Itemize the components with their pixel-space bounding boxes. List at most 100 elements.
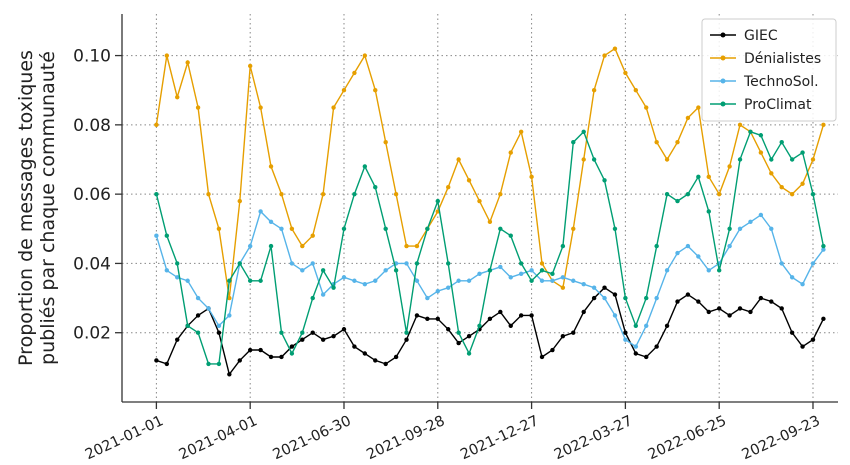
data-point [414, 243, 420, 249]
data-point [560, 333, 566, 339]
data-point [456, 278, 461, 283]
data-point [268, 164, 274, 169]
data-point [498, 226, 503, 231]
data-point [675, 139, 680, 145]
data-point [466, 178, 472, 183]
x-tick-label: 2021-09-28 [364, 413, 447, 463]
data-point [550, 347, 555, 353]
data-point [758, 212, 764, 218]
data-point [300, 337, 305, 342]
series-line [155, 130, 825, 365]
data-point [644, 105, 649, 110]
data-point [352, 344, 357, 349]
data-point [789, 157, 795, 162]
data-point [279, 330, 284, 335]
data-point [487, 316, 493, 322]
data-point [591, 157, 597, 162]
data-point [175, 261, 180, 266]
data-point [800, 282, 805, 287]
data-point [779, 185, 784, 190]
data-point [789, 275, 795, 280]
y-tick-label: 0.06 [73, 185, 111, 205]
data-point [633, 88, 639, 93]
data-point [164, 233, 170, 238]
data-point [779, 261, 784, 266]
data-point [268, 243, 274, 249]
data-point [696, 299, 701, 304]
data-point [320, 292, 326, 297]
data-point [185, 323, 190, 328]
y-tick-label: 0.08 [73, 116, 111, 136]
data-point [310, 261, 315, 266]
data-point [477, 323, 482, 328]
data-point [373, 278, 378, 283]
data-point [216, 330, 222, 335]
data-point [789, 330, 795, 335]
data-point [623, 295, 628, 301]
data-point [644, 295, 649, 301]
data-point [706, 174, 711, 180]
data-point [331, 105, 336, 110]
data-point [237, 358, 242, 363]
series-line [155, 210, 824, 348]
data-point [508, 150, 513, 155]
data-point [727, 226, 732, 231]
data-point [623, 337, 628, 342]
data-point [487, 268, 493, 273]
y-tick-label: 0.04 [73, 254, 111, 274]
data-point [206, 306, 211, 311]
data-point [175, 94, 180, 100]
data-point [581, 129, 586, 134]
data-point [446, 327, 451, 332]
data-point [247, 278, 253, 283]
data-point [550, 271, 555, 277]
data-point [508, 323, 513, 328]
data-point [373, 88, 378, 93]
data-point [362, 351, 368, 356]
data-point [227, 295, 232, 301]
data-point [362, 53, 368, 58]
legend-label: ProClimat [744, 97, 812, 113]
data-point [164, 361, 170, 367]
data-point [341, 275, 347, 280]
data-point [518, 271, 524, 277]
data-point [550, 278, 555, 283]
data-point [706, 309, 711, 315]
data-point [373, 358, 378, 363]
legend-label: TechnoSol. [743, 74, 819, 90]
data-point [237, 261, 242, 266]
data-point [800, 344, 805, 349]
data-point [154, 358, 159, 363]
data-point [373, 185, 378, 190]
data-point [404, 261, 409, 266]
data-point [477, 198, 482, 204]
data-point [518, 261, 524, 266]
y-tick-label: 0.02 [73, 324, 111, 344]
data-point [654, 344, 659, 349]
data-point [154, 233, 159, 238]
data-point [821, 243, 826, 249]
data-point [435, 316, 440, 322]
data-point [393, 268, 399, 273]
data-point [414, 261, 420, 266]
data-point [195, 105, 201, 110]
x-tick-label: 2021-01-01 [83, 413, 166, 463]
legend-marker [720, 78, 726, 84]
legend-marker [720, 101, 726, 107]
data-point [591, 88, 597, 93]
x-tick-label: 2022-03-27 [552, 413, 635, 463]
data-point [393, 191, 399, 197]
data-point [633, 351, 639, 356]
data-point [612, 292, 618, 297]
data-point [779, 306, 784, 311]
data-point [664, 157, 670, 162]
data-point [279, 226, 284, 231]
data-point [758, 133, 764, 138]
data-point [310, 330, 315, 335]
data-point [300, 330, 305, 335]
data-point [258, 105, 263, 110]
data-point [216, 361, 222, 367]
data-point [644, 323, 649, 328]
data-point [800, 150, 805, 155]
